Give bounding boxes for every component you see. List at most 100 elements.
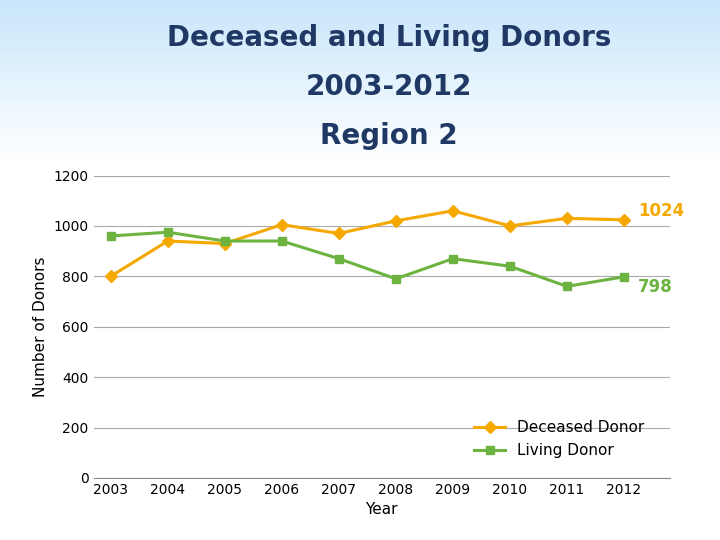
Deceased Donor	[620, 217, 629, 223]
Bar	[0, 28, 720, 30]
Deceased Donor	[107, 273, 115, 280]
Bar	[0, 22, 720, 24]
Text: Deceased and Living Donors: Deceased and Living Donors	[166, 24, 611, 52]
Bar	[0, 99, 720, 102]
Living Donor	[392, 275, 400, 282]
Deceased Donor	[335, 230, 343, 237]
Bar	[0, 63, 720, 65]
Bar	[0, 154, 720, 156]
Bar	[0, 89, 720, 91]
Bar	[0, 95, 720, 97]
Bar	[0, 126, 720, 127]
Bar	[0, 107, 720, 109]
Text: Region 2: Region 2	[320, 122, 458, 150]
Bar	[0, 75, 720, 77]
Bar	[0, 130, 720, 132]
Bar	[0, 132, 720, 134]
Bar	[0, 156, 720, 158]
Bar	[0, 102, 720, 103]
Bar	[0, 40, 720, 43]
Bar	[0, 141, 720, 144]
Deceased Donor	[449, 207, 457, 214]
Bar	[0, 8, 720, 10]
Bar	[0, 32, 720, 35]
Living Donor	[562, 283, 571, 289]
Bar	[0, 49, 720, 51]
Bar	[0, 46, 720, 49]
Bar	[0, 144, 720, 146]
Bar	[0, 160, 720, 162]
Bar	[0, 140, 720, 142]
Bar	[0, 57, 720, 59]
Bar	[0, 73, 720, 75]
Text: 798: 798	[638, 278, 673, 296]
Bar	[0, 97, 720, 99]
Bar	[0, 150, 720, 152]
Bar	[0, 69, 720, 71]
Living Donor	[107, 233, 115, 239]
Deceased Donor	[505, 222, 514, 229]
Legend: Deceased Donor, Living Donor: Deceased Donor, Living Donor	[468, 414, 650, 464]
Deceased Donor	[163, 238, 172, 244]
Bar	[0, 18, 720, 20]
Bar	[0, 67, 720, 69]
Bar	[0, 87, 720, 89]
Living Donor	[620, 274, 629, 280]
Bar	[0, 124, 720, 126]
Bar	[0, 122, 720, 124]
Bar	[0, 36, 720, 38]
Living Donor	[335, 255, 343, 262]
X-axis label: Year: Year	[365, 502, 398, 517]
Bar	[0, 146, 720, 148]
Bar	[0, 103, 720, 105]
Bar	[0, 152, 720, 154]
Bar	[0, 26, 720, 29]
Bar	[0, 109, 720, 111]
Bar	[0, 43, 720, 45]
Bar	[0, 45, 720, 46]
Bar	[0, 2, 720, 4]
Bar	[0, 60, 720, 63]
Bar	[0, 52, 720, 55]
Deceased Donor	[220, 240, 229, 247]
Bar	[0, 77, 720, 79]
Bar	[0, 111, 720, 113]
Bar	[0, 148, 720, 150]
Bar	[0, 10, 720, 12]
Living Donor	[277, 238, 286, 244]
Bar	[0, 71, 720, 73]
Deceased Donor	[562, 215, 571, 221]
Bar	[0, 55, 720, 57]
Bar	[0, 81, 720, 83]
Bar	[0, 51, 720, 53]
Bar	[0, 116, 720, 117]
Bar	[0, 6, 720, 8]
Bar	[0, 79, 720, 81]
Living Donor	[163, 229, 172, 235]
Living Donor	[220, 238, 229, 244]
Bar	[0, 38, 720, 40]
Bar	[0, 83, 720, 85]
Bar	[0, 35, 720, 37]
Bar	[0, 113, 720, 116]
Text: 1024: 1024	[638, 202, 685, 220]
Bar	[0, 134, 720, 136]
Deceased Donor	[392, 218, 400, 224]
Deceased Donor	[277, 221, 286, 228]
Text: 2003-2012: 2003-2012	[305, 73, 472, 101]
Bar	[0, 12, 720, 14]
Bar	[0, 105, 720, 107]
Bar	[0, 136, 720, 138]
Living Donor	[505, 263, 514, 269]
Bar	[0, 30, 720, 32]
Bar	[0, 24, 720, 26]
Bar	[0, 91, 720, 93]
Bar	[0, 4, 720, 6]
Bar	[0, 93, 720, 95]
Bar	[0, 0, 720, 2]
Bar	[0, 20, 720, 22]
Bar	[0, 14, 720, 16]
Line: Deceased Donor: Deceased Donor	[107, 207, 628, 280]
Bar	[0, 117, 720, 119]
Line: Living Donor: Living Donor	[107, 228, 628, 291]
